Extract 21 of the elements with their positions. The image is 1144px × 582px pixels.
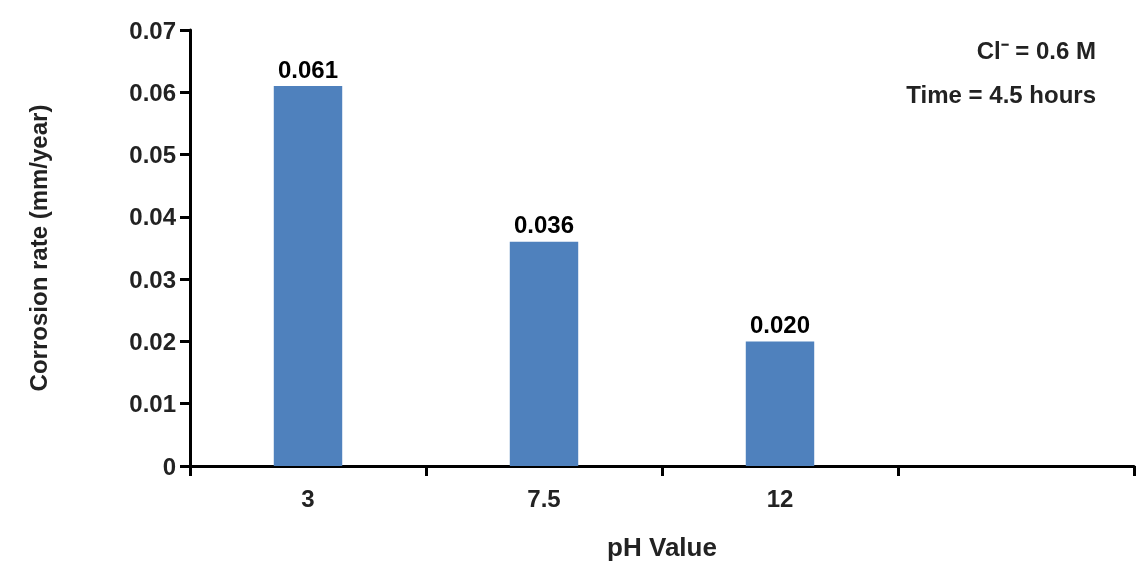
x-tick-label: 7.5 — [527, 484, 561, 512]
y-tick-label: 0.01 — [129, 390, 176, 418]
y-tick-label: 0 — [162, 452, 176, 480]
y-tick-label: 0.07 — [129, 16, 176, 44]
annotation: Time = 4.5 hours — [906, 80, 1097, 108]
bar — [273, 86, 343, 466]
data-label: 0.061 — [277, 55, 339, 83]
y-axis-title: Corrosion rate (mm/year) — [24, 104, 52, 392]
bar — [509, 241, 579, 466]
y-tick-label: 0.04 — [129, 203, 177, 231]
data-label: 0.036 — [513, 211, 575, 239]
bar — [745, 341, 815, 466]
y-tick-label: 0.03 — [129, 265, 176, 293]
x-tick-label: 3 — [301, 484, 315, 512]
annotation: Cl⁻ = 0.6 M — [976, 36, 1096, 64]
y-tick-label: 0.05 — [129, 141, 176, 169]
data-label: 0.020 — [749, 310, 811, 338]
x-axis-title: pH Value — [607, 532, 717, 562]
x-tick-label: 12 — [766, 484, 794, 512]
y-tick-label: 0.02 — [129, 327, 176, 355]
y-tick-label: 0.06 — [129, 78, 176, 106]
